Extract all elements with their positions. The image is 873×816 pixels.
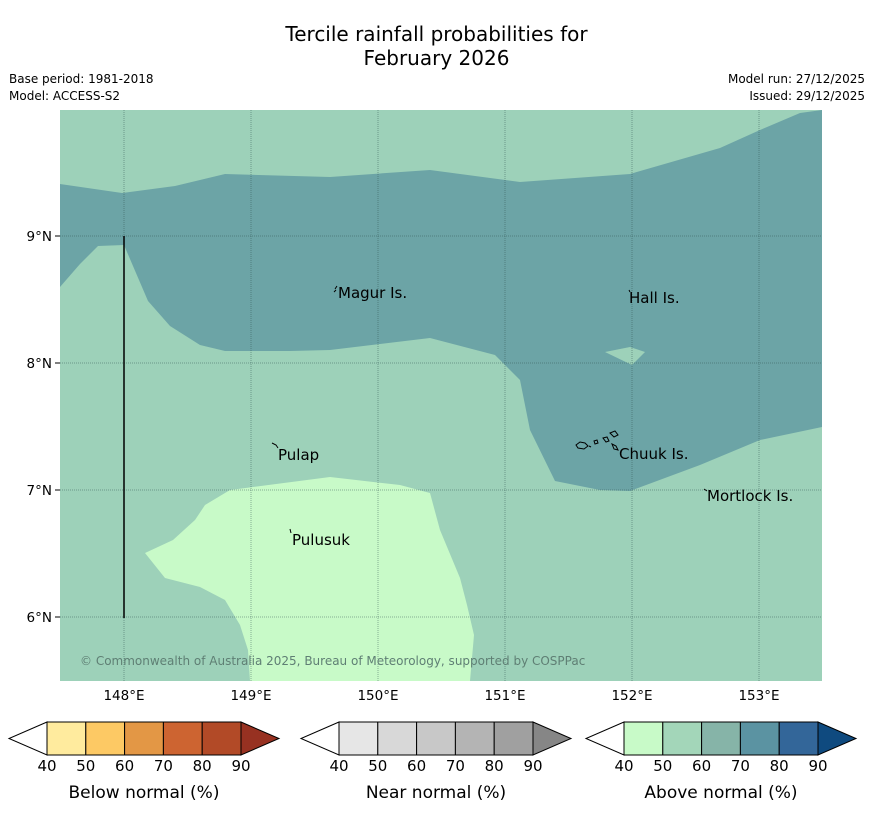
lon-label: 153°E: [738, 688, 779, 704]
legend-swatch: [739, 721, 780, 756]
legend-swatch: [162, 721, 203, 756]
legend-low-arrow: [584, 721, 625, 756]
legend-tick-label: 60: [407, 757, 426, 775]
legend-tick-label: 50: [368, 757, 387, 775]
issued-text: Issued: 29/12/2025: [749, 89, 865, 103]
legend-swatch: [623, 721, 664, 756]
legend-tick-label: 40: [329, 757, 348, 775]
legend-swatch: [662, 721, 703, 756]
legend-near-normal: 40 50 60 70 80 90 Near normal (%): [299, 721, 573, 803]
legend-title: Near normal (%): [366, 783, 506, 803]
place-label-hall: Hall Is.: [629, 289, 680, 307]
legend-above-normal: 40 50 60 70 80 90 Above normal (%): [584, 721, 858, 803]
legend-tick-label: 90: [523, 757, 542, 775]
pulap-island-icon: [271, 442, 279, 449]
lat-label: 9°N: [27, 229, 52, 245]
region-above-60: [60, 110, 822, 491]
map-title: Tercile rainfall probabilities for Febru…: [0, 22, 873, 70]
map-area: Magur Is. Hall Is. Pulap Chuuk Is. Mortl…: [60, 110, 822, 681]
lon-label: 149°E: [230, 688, 271, 704]
legend-tick-label: 50: [653, 757, 672, 775]
latitude-axis: 9°N 8°N 7°N 6°N: [27, 229, 52, 626]
legend-tick-label: 80: [485, 757, 504, 775]
legend-tick-label: 40: [614, 757, 633, 775]
hall-island-icon: [628, 289, 631, 293]
legend-swatch: [85, 721, 126, 756]
pulusuk-island-icon: [289, 528, 292, 534]
place-labels: Magur Is. Hall Is. Pulap Chuuk Is. Mortl…: [278, 284, 793, 549]
latitude-ticks: [55, 235, 60, 618]
lat-label: 7°N: [27, 483, 52, 499]
legend-tick-label: 80: [770, 757, 789, 775]
model-run-text: Model run: 27/12/2025: [727, 72, 865, 86]
legend-tick-label: 40: [37, 757, 56, 775]
legend-high-arrow: [240, 721, 281, 756]
legend-tick-label: 60: [115, 757, 134, 775]
title-line-2: February 2026: [363, 46, 510, 70]
meta-left: Base period: 1981-2018 Model: ACCESS-S2: [9, 71, 154, 105]
legend-swatch: [124, 721, 164, 756]
legend-below-normal: 40 50 60 70 80 90 Below normal (%): [7, 721, 281, 803]
legend-high-arrow: [817, 721, 858, 756]
legend-title: Below normal (%): [69, 783, 220, 803]
legend-swatch: [454, 721, 495, 756]
legend-tick-label: 70: [154, 757, 173, 775]
region-above-40: [145, 477, 474, 681]
chuuk-island-icon: [575, 430, 619, 451]
legend-high-arrow: [532, 721, 573, 756]
legend-low-arrow: [299, 721, 340, 756]
lon-label: 148°E: [103, 688, 144, 704]
legend-swatch: [377, 721, 418, 756]
legend-swatch: [416, 721, 456, 756]
island-markers: [271, 285, 708, 534]
lat-label: 8°N: [27, 356, 52, 372]
legend-tick-label: 50: [76, 757, 95, 775]
legend-swatch: [201, 721, 242, 756]
magur-island-icon: [333, 285, 338, 293]
place-label-magur: Magur Is.: [338, 284, 407, 302]
model-text: Model: ACCESS-S2: [9, 89, 121, 103]
legend-swatch: [493, 721, 534, 756]
lat-label: 6°N: [27, 610, 52, 626]
place-label-mortlock: Mortlock Is.: [707, 487, 793, 505]
legend-swatch: [338, 721, 379, 756]
legend-swatch: [778, 721, 819, 756]
legend-low-arrow: [7, 721, 48, 756]
region-above-50-inlet: [605, 347, 645, 365]
meta-right: Model run: 27/12/2025 Issued: 29/12/2025: [728, 71, 865, 105]
title-line-1: Tercile rainfall probabilities for: [285, 22, 588, 46]
place-label-chuuk: Chuuk Is.: [619, 445, 688, 463]
legend-tick-label: 70: [731, 757, 750, 775]
longitude-axis: 148°E 149°E 150°E 151°E 152°E 153°E: [103, 688, 779, 704]
lon-label: 152°E: [611, 688, 652, 704]
legend-tick-label: 90: [231, 757, 250, 775]
legend-swatch: [701, 721, 741, 756]
place-label-pulap: Pulap: [278, 446, 319, 464]
legend-tick-label: 90: [808, 757, 827, 775]
lon-label: 150°E: [357, 688, 398, 704]
copyright-notice: © Commonwealth of Australia 2025, Bureau…: [80, 654, 585, 668]
place-label-pulusuk: Pulusuk: [292, 531, 350, 549]
legend-tick-label: 80: [193, 757, 212, 775]
base-period-text: Base period: 1981-2018: [9, 72, 154, 86]
graticule: [60, 110, 822, 681]
legend-swatch: [46, 721, 87, 756]
legend-title: Above normal (%): [644, 783, 797, 803]
mortlock-island-icon: [703, 488, 708, 492]
legend-tick-label: 70: [446, 757, 465, 775]
lon-label: 151°E: [484, 688, 525, 704]
legend-tick-label: 60: [692, 757, 711, 775]
